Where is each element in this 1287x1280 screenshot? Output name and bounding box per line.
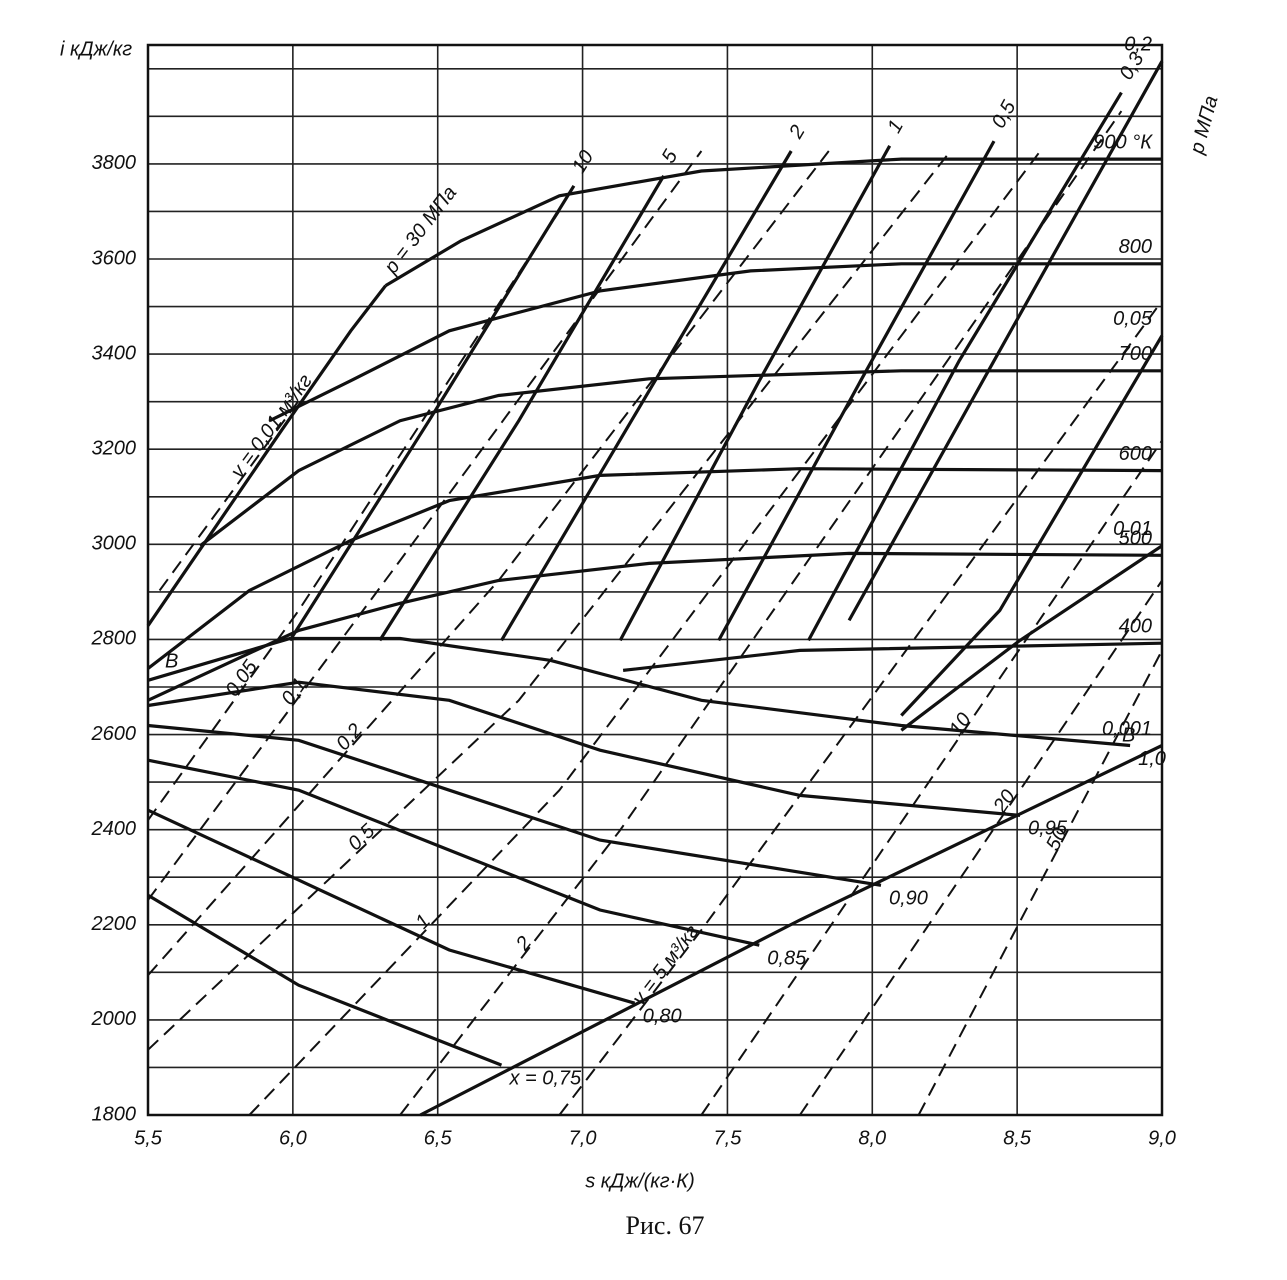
curve-line: [618, 145, 892, 642]
x-tick-label: 8,0: [858, 1127, 886, 1149]
x-tick-label: 7,0: [569, 1127, 597, 1149]
x-tick-label: 9,0: [1148, 1127, 1176, 1149]
curve-label: 0,90: [889, 888, 928, 910]
y-tick-label: 2000: [91, 1008, 137, 1030]
curve-line: [500, 150, 793, 642]
curve-line: [147, 758, 760, 947]
y-tick-label: 2800: [91, 628, 137, 650]
curve-label: 0,001: [1102, 718, 1152, 740]
curve-label: 0,2: [1124, 33, 1152, 55]
isochore-line: [147, 210, 561, 821]
curve-line: [378, 174, 666, 642]
isochore-line: [147, 150, 830, 976]
curve-line: [147, 723, 882, 887]
isochore-line: [700, 440, 1163, 1116]
plot-frame: [146, 43, 1164, 1117]
curve-line: [147, 551, 1163, 702]
curve-line: [622, 641, 1163, 672]
y-tick-label: 3400: [92, 342, 137, 364]
x-tick-label: 7,5: [714, 1127, 743, 1149]
isochore-line: [248, 150, 1042, 1116]
isochore-line: [158, 400, 300, 592]
curve-label: 0,01: [1113, 518, 1152, 540]
curve-label: 0,95: [1028, 818, 1068, 840]
curve-line: [147, 467, 1163, 670]
y-tick-label: 3200: [92, 438, 137, 460]
curve-line: [146, 284, 387, 627]
x-tick-label: 5,5: [134, 1127, 163, 1149]
curve-line: [807, 91, 1123, 642]
y-tick-label: 1800: [92, 1103, 137, 1125]
curve-label: 600: [1119, 443, 1152, 465]
isochore-line: [147, 150, 703, 901]
x-tick-label: 8,5: [1003, 1127, 1032, 1149]
curve-line: [900, 334, 1164, 717]
x-axis-title: s кДж/(кг·К): [585, 1170, 694, 1192]
y-tick-label: 2600: [91, 723, 137, 745]
curve-line: [147, 893, 503, 1067]
curve-label: 500: [1119, 528, 1152, 550]
y-axis-title: i кДж/кг: [60, 38, 132, 60]
isochore-line: [147, 150, 952, 1051]
y-tick-label: 3600: [92, 247, 137, 269]
curve-line: [199, 369, 1162, 548]
caption: Рис. 67: [626, 1211, 705, 1240]
curve-label: x = 0,75: [508, 1067, 582, 1089]
boundary-label: В: [165, 650, 178, 672]
curve-line: [847, 60, 1164, 622]
curve-label: 0,05: [1113, 308, 1153, 330]
curve-line: [717, 140, 996, 642]
curve-line: [900, 544, 1163, 732]
curve-line: [147, 808, 636, 1005]
y-tick-label: 2200: [91, 913, 137, 935]
isochore-line: [558, 300, 1163, 1116]
curve-line: [147, 680, 1021, 817]
curve-label: 0,85: [767, 948, 807, 970]
y-tick-label: 3800: [92, 152, 137, 174]
curve-line: [268, 262, 1162, 423]
curve-label: 800: [1119, 236, 1152, 258]
isochore-line: [399, 110, 1123, 1116]
curve-line: [419, 744, 1163, 1117]
x-tick-label: 6,0: [279, 1127, 307, 1149]
x-tick-label: 6,5: [424, 1127, 453, 1149]
isochore-line: [799, 579, 1163, 1116]
curve-label: 0,80: [643, 1006, 682, 1028]
curve-label: 900 °К: [1093, 131, 1153, 153]
y-tick-label: 2400: [91, 818, 137, 840]
y-tick-label: 3000: [92, 533, 137, 555]
